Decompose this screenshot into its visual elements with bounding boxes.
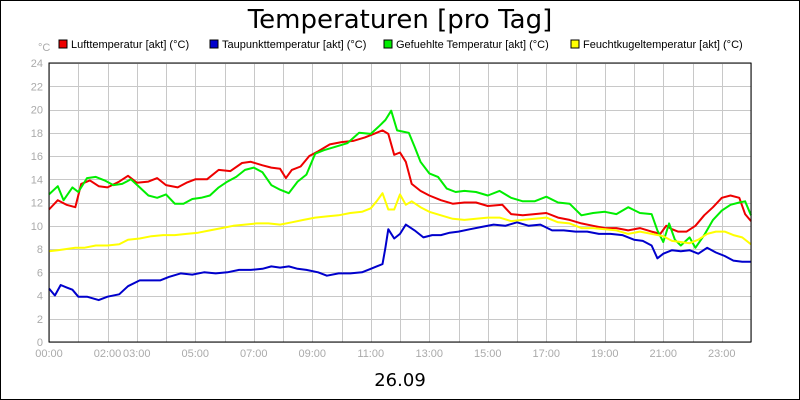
series-line-3 [48,109,752,249]
legend-label: Gefuehlte Temperatur [akt] (°C) [396,39,549,51]
chart-title: Temperaturen [pro Tag] [247,5,553,35]
legend-label: Lufttemperatur [akt] (°C) [71,39,189,51]
legend-swatch [209,39,219,49]
x-tick-label: 05:00 [181,348,209,360]
x-axis-ticks: 00:00 02:00 03:00 05:00 07:00 09:00 11:00 13:00… [35,348,735,360]
x-tick-label: 11:00 [357,348,384,360]
y-tick-label: 16 [31,151,43,163]
x-tick-label: 15:00 [474,348,502,360]
y-tick-label: 8 [37,244,43,256]
y-tick-label: 6 [37,267,43,279]
series-line-4 [48,192,752,253]
plot-border [48,62,752,343]
series-line-1 [48,129,752,235]
y-tick-label: 14 [31,174,43,186]
y-tick-label: 24 [31,58,43,70]
y-tick-label: 22 [31,81,43,93]
grid [49,63,752,343]
legend-label: Taupunkttemperatur [akt] (°C) [222,39,366,51]
x-tick-label: 13:00 [415,348,443,360]
series-lines [48,109,752,302]
x-tick-label: 03:00 [123,348,151,360]
legend-swatch [383,39,393,49]
x-tick-label: 09:00 [298,348,326,360]
legend-swatch [570,39,580,49]
x-tick-label: 19:00 [591,348,619,360]
x-tick-label: 00:00 [35,348,63,360]
legend-swatch [58,39,68,49]
y-tick-label: 10 [31,221,43,233]
x-tick-label: 17:00 [532,348,560,360]
y-tick-label: 2 [37,314,43,326]
y-tick-label: 0 [37,337,43,349]
y-tick-label: 20 [31,105,43,117]
legend: Lufttemperatur [akt] (°C) Taupunkttempera… [58,39,743,51]
x-tick-label: 21:00 [649,348,677,360]
date-label: 26.09 [374,370,426,391]
legend-label: Feuchtkugeltemperatur [akt] (°C) [583,39,743,51]
x-tick-label: 07:00 [240,348,268,360]
x-tick-label: 02:00 [94,348,122,360]
y-tick-label: 18 [31,128,43,140]
y-tick-label: 4 [37,291,43,303]
series-line-2 [48,221,751,302]
y-unit-label: °C [38,42,50,54]
x-tick-label: 23:00 [708,348,736,360]
y-tick-label: 12 [31,198,43,210]
